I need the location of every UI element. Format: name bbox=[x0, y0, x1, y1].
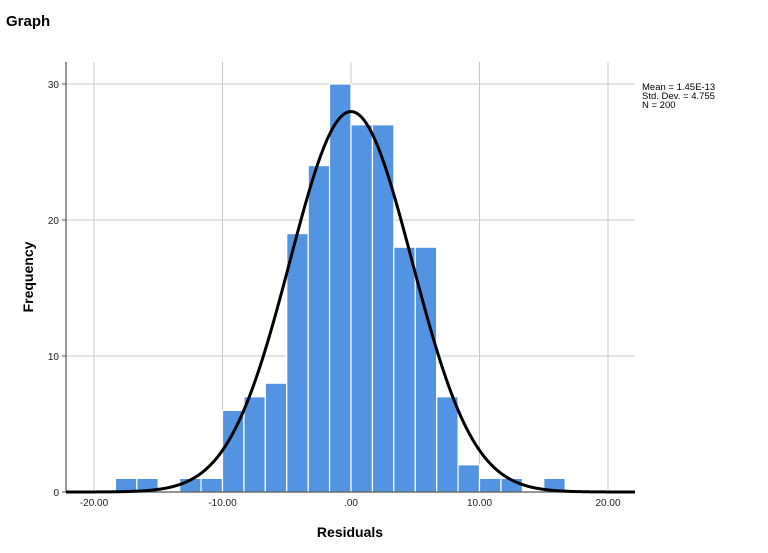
histogram-bar bbox=[436, 396, 459, 493]
x-tick-label: -20.00 bbox=[80, 498, 109, 509]
y-tick-label: 0 bbox=[53, 488, 59, 499]
y-tick-label: 30 bbox=[48, 80, 60, 91]
x-tick-label: 20.00 bbox=[595, 498, 620, 509]
histogram-bar bbox=[200, 477, 224, 493]
stat-n: N = 200 bbox=[642, 100, 676, 111]
stats-legend: Mean = 1.45E-13 Std. Dev. = 4.755 N = 20… bbox=[642, 82, 716, 111]
x-axis-label: Residuals bbox=[316, 524, 384, 540]
histogram-bars bbox=[114, 83, 566, 493]
histogram-bar bbox=[307, 165, 331, 493]
histogram-bar bbox=[350, 124, 374, 493]
tick-labels: -20.00 -10.00 .00 10.00 20.00 0 10 20 30 bbox=[48, 80, 621, 509]
axes bbox=[62, 62, 635, 493]
histogram-bar bbox=[243, 396, 266, 493]
histogram-bar bbox=[328, 83, 352, 493]
stat-mean: Mean = 1.45E-13 bbox=[642, 82, 716, 93]
histogram-bar bbox=[264, 382, 288, 493]
normal-curve bbox=[66, 110, 635, 494]
histogram-bar bbox=[393, 246, 416, 493]
y-axis-label: Frequency bbox=[20, 241, 36, 313]
stat-std-dev: Std. Dev. = 4.755 bbox=[642, 91, 715, 102]
histogram-bar bbox=[478, 477, 502, 493]
x-tick-label: -10.00 bbox=[208, 498, 237, 509]
histogram-bar bbox=[286, 233, 309, 493]
histogram-bar bbox=[221, 409, 245, 493]
y-tick-label: 10 bbox=[48, 352, 60, 363]
page-title: Graph bbox=[6, 13, 51, 30]
y-tick-label: 20 bbox=[48, 216, 60, 227]
histogram-bar bbox=[457, 464, 481, 493]
x-tick-label: 10.00 bbox=[467, 498, 492, 509]
x-tick-label: .00 bbox=[344, 498, 358, 509]
